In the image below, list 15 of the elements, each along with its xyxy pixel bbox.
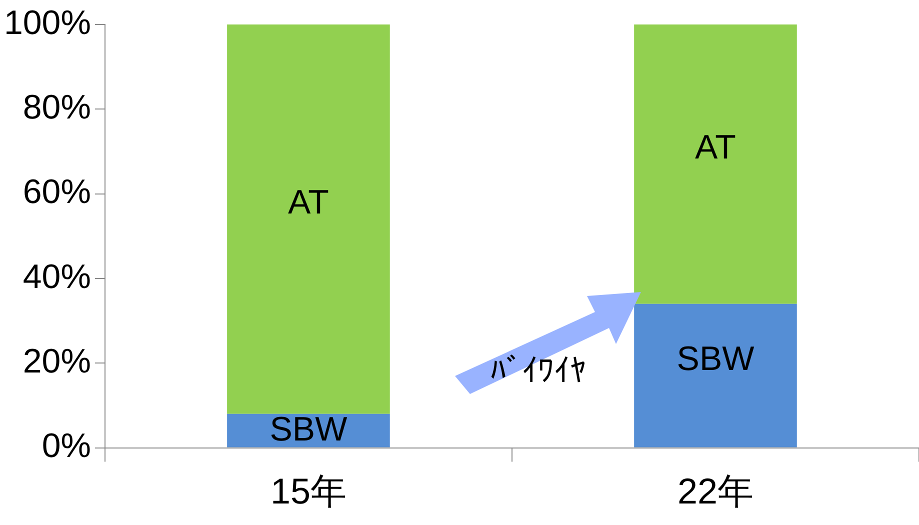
y-tick-label: 20% — [22, 342, 91, 380]
x-tick-label: 22年 — [677, 470, 754, 512]
series-label: AT — [695, 128, 736, 166]
y-tick-label: 60% — [22, 173, 91, 212]
bar — [227, 24, 390, 414]
bar — [634, 24, 797, 304]
y-tick-label: 80% — [22, 88, 91, 126]
x-tick-label: 15年 — [270, 470, 346, 512]
text: SBW — [676, 340, 754, 378]
y-tick-label: 0% — [42, 427, 91, 466]
annotation: ﾊﾞｲﾜｲﾔ — [490, 352, 586, 389]
text: AT — [288, 184, 329, 222]
series-label: SBW — [270, 410, 348, 449]
y-tick-label: 100% — [4, 4, 91, 42]
y-tick-label: 40% — [22, 258, 91, 296]
